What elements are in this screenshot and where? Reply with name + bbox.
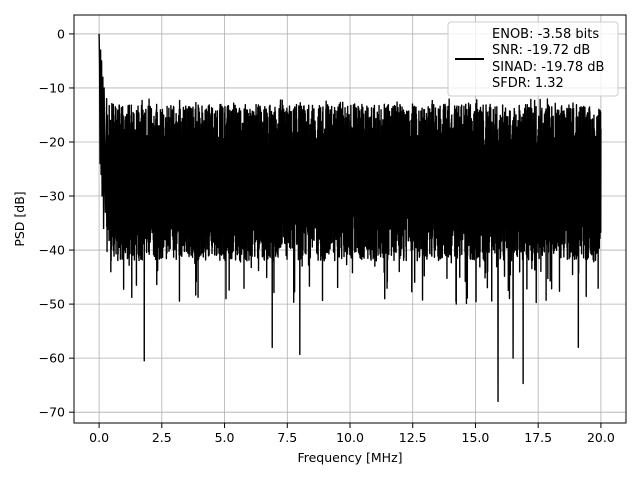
legend-box <box>447 21 619 97</box>
y-tick-label: −30 <box>39 189 65 204</box>
x-tick-label: 12.5 <box>399 430 427 445</box>
x-tick-label: 17.5 <box>524 430 552 445</box>
series-psd <box>98 33 602 403</box>
legend-entry-snr: SNR: -19.72 dB <box>492 43 590 58</box>
legend-entry-sinad: SINAD: -19.78 dB <box>492 60 604 75</box>
x-axis-label: Frequency [MHz] <box>297 450 402 465</box>
x-tick-label: 7.5 <box>277 430 297 445</box>
legend: ENOB: -3.58 bits SNR: -19.72 dB SINAD: -… <box>447 21 619 97</box>
y-tick-label: −50 <box>39 297 65 312</box>
y-axis-label: PSD [dB] <box>12 191 27 246</box>
x-tick-label: 5.0 <box>215 430 235 445</box>
legend-entry-sfdr: SFDR: 1.32 <box>492 76 564 91</box>
y-tick-label: −40 <box>39 243 65 258</box>
y-tick-label: −60 <box>39 351 65 366</box>
x-tick-label: 10.0 <box>336 430 364 445</box>
y-tick-label: 0 <box>57 26 65 41</box>
x-tick-label: 15.0 <box>462 430 490 445</box>
y-tick-label: −70 <box>39 405 65 420</box>
x-tick-label: 0.0 <box>89 430 109 445</box>
psd-series-line <box>98 33 602 403</box>
y-tick-label: −20 <box>39 134 65 149</box>
legend-entry-enob: ENOB: -3.58 bits <box>492 27 599 42</box>
y-axis-ticks: 0 −10 −20 −30 −40 −50 −60 −70 <box>39 26 74 420</box>
x-tick-label: 2.5 <box>152 430 172 445</box>
x-tick-label: 20.0 <box>587 430 615 445</box>
y-tick-label: −10 <box>39 80 65 95</box>
x-axis-ticks: 0.0 2.5 5.0 7.5 10.0 12.5 15.0 17.5 20.0 <box>89 423 615 445</box>
